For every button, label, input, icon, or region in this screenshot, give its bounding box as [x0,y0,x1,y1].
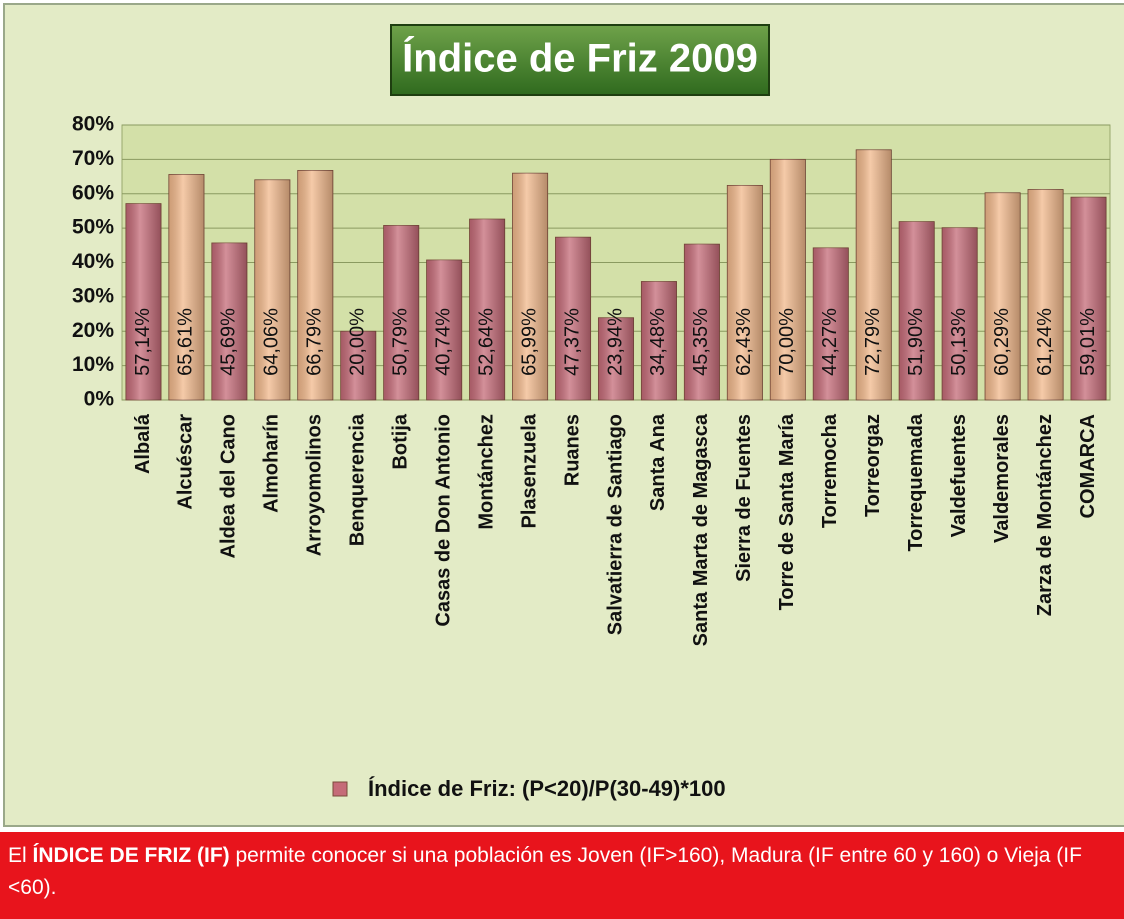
bar-shade [555,237,591,400]
value-label: 45,69% [218,308,240,376]
x-tick-label: Torremocha [819,413,841,528]
value-label: 59,01% [1077,308,1099,376]
caption-start: El [8,844,33,867]
bar-shade [469,219,505,400]
x-tick-label: Zarza de Montánchez [1034,414,1056,616]
x-tick-label: Benquerencia [347,413,369,546]
x-tick-label: Montánchez [475,414,497,530]
bar-shade [512,173,548,400]
y-tick-label: 40% [72,250,114,273]
caption-bold: ÍNDICE DE FRIZ (IF) [32,844,230,867]
bar-shade [297,170,333,400]
y-tick-label: 70% [72,147,114,170]
value-label: 64,06% [261,308,283,376]
value-label: 51,90% [905,308,927,376]
legend-marker [332,781,348,797]
y-tick-label: 50% [72,216,114,239]
x-tick-label: Valdemorales [991,414,1013,543]
bar-shade [727,185,763,400]
x-tick-label: Valdefuentes [948,414,970,537]
bar-shade [942,227,978,400]
bar-shade [426,259,462,400]
x-tick-label: Plasenzuela [518,413,540,528]
value-label: 62,43% [733,308,755,376]
bar-shade [856,149,892,400]
y-tick-label: 20% [72,319,114,342]
bar-shade [813,247,849,400]
x-tick-label: Torreorgaz [862,414,884,517]
bar-shade [1027,189,1064,400]
value-label: 20,00% [347,308,369,376]
bar-shade [125,203,162,400]
bar-shade [168,174,205,400]
bar-shade [254,179,290,400]
x-tick-label: Aldea del Cano [218,414,240,558]
bar-shade [984,192,1021,400]
bar-shade [340,331,376,400]
value-label: 66,79% [304,308,326,376]
x-tick-label: Alcuéscar [175,414,197,510]
x-tick-label: Arroyomolinos [304,414,326,556]
x-tick-label: Ruanes [561,414,583,486]
bar-shade [383,225,419,400]
bar-shade [598,317,634,400]
x-tick-label: Torre de Santa María [776,413,798,610]
value-label: 70,00% [776,308,798,376]
value-label: 47,37% [561,308,583,376]
x-tick-label: Santa Marta de Magasca [690,413,712,646]
value-label: 57,14% [132,308,154,376]
y-tick-label: 60% [72,181,114,204]
legend-label: Índice de Friz: (P<20)/P(30-49)*100 [368,776,726,801]
value-label: 61,24% [1034,308,1056,376]
x-tick-label: Botija [389,413,411,469]
value-label: 65,99% [518,308,540,376]
chart-title: Índice de Friz 2009 [402,36,758,81]
x-tick-label: Torrequemada [905,413,927,551]
value-label: 65,61% [175,308,197,376]
y-tick-label: 10% [72,353,114,376]
bar-shade [1070,197,1107,400]
value-label: 23,94% [604,308,626,376]
value-label: 50,79% [389,308,411,376]
value-label: 34,48% [647,308,669,376]
x-tick-label: Almoharín [261,414,283,513]
y-tick-label: 80% [72,113,114,136]
x-tick-label: COMARCA [1077,414,1099,518]
x-tick-label: Sierra de Fuentes [733,414,755,582]
x-tick-label: Salvatierra de Santiago [604,414,626,635]
bar-shade [770,159,806,400]
x-tick-label: Santa Ana [647,413,669,511]
bar-shade [899,221,935,400]
value-label: 52,64% [475,308,497,376]
caption-rest: permite conocer si una población es Jove… [8,844,1082,899]
value-label: 50,13% [948,308,970,376]
bar-shade [684,244,720,400]
x-tick-label: Albalá [132,413,154,474]
caption: El ÍNDICE DE FRIZ (IF) permite conocer s… [0,832,1124,919]
title-box [390,24,770,96]
bar-shade [211,242,248,400]
value-label: 60,29% [991,308,1013,376]
value-label: 72,79% [862,308,884,376]
y-tick-label: 0% [84,388,115,411]
x-tick-label: Casas de Don Antonio [432,414,454,627]
value-label: 40,74% [432,308,454,376]
y-tick-label: 30% [72,284,114,307]
chart: Índice de Friz 2009 0% 10% 20% 30% 40% 50% 60%… [3,3,1124,827]
value-label: 44,27% [819,308,841,376]
value-label: 45,35% [690,308,712,376]
bar-shade [641,281,677,400]
